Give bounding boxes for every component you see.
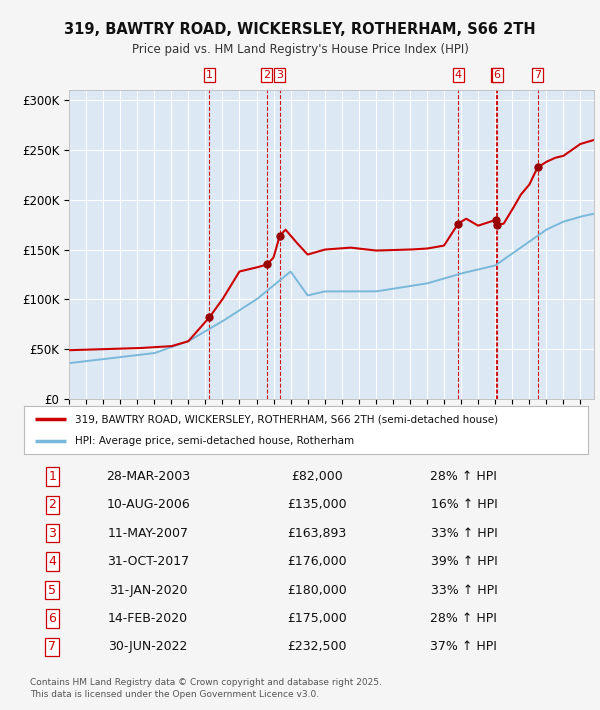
Text: £135,000: £135,000 [287,498,347,511]
Text: 37% ↑ HPI: 37% ↑ HPI [430,640,497,653]
Text: 16% ↑ HPI: 16% ↑ HPI [431,498,497,511]
Text: 319, BAWTRY ROAD, WICKERSLEY, ROTHERHAM, S66 2TH (semi-detached house): 319, BAWTRY ROAD, WICKERSLEY, ROTHERHAM,… [75,414,498,424]
Text: 39% ↑ HPI: 39% ↑ HPI [431,555,497,568]
Text: 1: 1 [206,70,213,80]
Text: 7: 7 [534,70,541,80]
Text: 3: 3 [48,527,56,540]
Text: £176,000: £176,000 [287,555,347,568]
Text: 3: 3 [276,70,283,80]
Text: 2: 2 [263,70,271,80]
Text: 1: 1 [48,470,56,483]
Text: 4: 4 [48,555,56,568]
Text: 28% ↑ HPI: 28% ↑ HPI [430,612,497,625]
Text: 33% ↑ HPI: 33% ↑ HPI [431,584,497,596]
Text: 14-FEB-2020: 14-FEB-2020 [108,612,188,625]
Text: £180,000: £180,000 [287,584,347,596]
Text: 10-AUG-2006: 10-AUG-2006 [106,498,190,511]
Text: 6: 6 [494,70,500,80]
Text: 7: 7 [48,640,56,653]
Text: 30-JUN-2022: 30-JUN-2022 [109,640,188,653]
Text: HPI: Average price, semi-detached house, Rotherham: HPI: Average price, semi-detached house,… [75,437,354,447]
Text: 11-MAY-2007: 11-MAY-2007 [107,527,188,540]
Text: 6: 6 [48,612,56,625]
Text: £175,000: £175,000 [287,612,347,625]
Text: 319, BAWTRY ROAD, WICKERSLEY, ROTHERHAM, S66 2TH: 319, BAWTRY ROAD, WICKERSLEY, ROTHERHAM,… [64,22,536,37]
Text: £82,000: £82,000 [292,470,343,483]
Text: 28-MAR-2003: 28-MAR-2003 [106,470,190,483]
Text: Price paid vs. HM Land Registry's House Price Index (HPI): Price paid vs. HM Land Registry's House … [131,43,469,56]
Text: £232,500: £232,500 [287,640,347,653]
Text: £163,893: £163,893 [287,527,347,540]
Text: 5: 5 [48,584,56,596]
Text: Contains HM Land Registry data © Crown copyright and database right 2025.
This d: Contains HM Land Registry data © Crown c… [30,678,382,699]
Text: 2: 2 [48,498,56,511]
Text: 28% ↑ HPI: 28% ↑ HPI [430,470,497,483]
Text: 33% ↑ HPI: 33% ↑ HPI [431,527,497,540]
Text: 31-OCT-2017: 31-OCT-2017 [107,555,189,568]
Text: 5: 5 [493,70,500,80]
Text: 4: 4 [455,70,462,80]
Text: 31-JAN-2020: 31-JAN-2020 [109,584,187,596]
